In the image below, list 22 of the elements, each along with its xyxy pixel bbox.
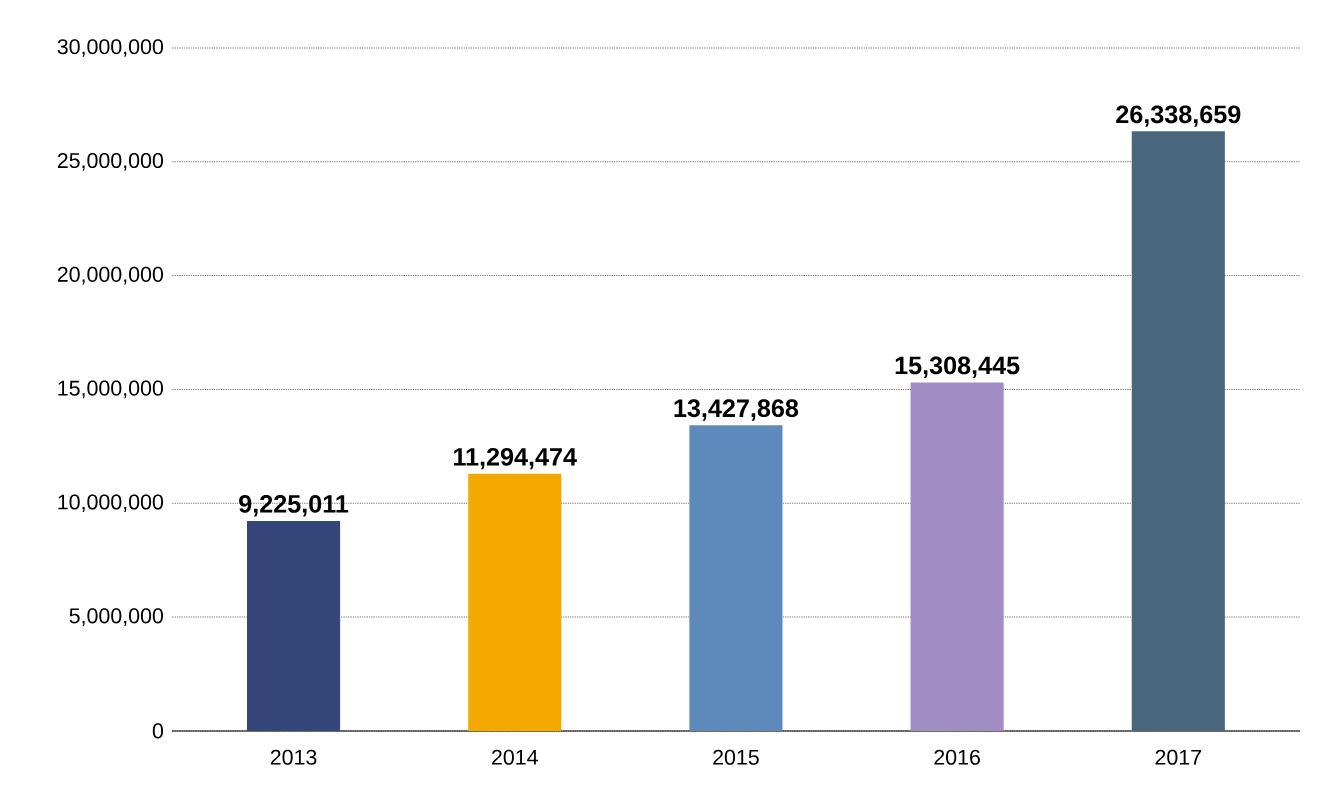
bar	[910, 382, 1004, 731]
data-label: 15,308,445	[895, 356, 1020, 378]
y-tick-label: 25,000,000	[57, 152, 164, 171]
bar	[246, 520, 341, 731]
y-tick-label: 0	[152, 723, 164, 739]
bar	[1131, 131, 1225, 731]
y-tick-label: 30,000,000	[57, 39, 164, 57]
bar	[468, 473, 562, 731]
data-label: 13,427,868	[674, 399, 799, 421]
bar	[689, 425, 783, 731]
x-tick-label: 2013	[270, 749, 317, 765]
x-tick-label: 2014	[492, 749, 538, 765]
x-tick-label: 2015	[713, 749, 759, 765]
y-tick-label: 10,000,000	[58, 494, 164, 513]
data-label: 11,294,474	[454, 447, 577, 470]
data-label: 9,225,011	[239, 494, 349, 517]
y-tick-label: 15,000,000	[58, 380, 164, 399]
y-tick-label: 5,000,000	[69, 608, 164, 626]
x-tick-label: 2016	[934, 749, 980, 765]
x-tick-label: 2017	[1155, 749, 1202, 765]
data-label: 26,338,659	[1116, 105, 1241, 127]
y-tick-label: 20,000,000	[57, 266, 164, 285]
